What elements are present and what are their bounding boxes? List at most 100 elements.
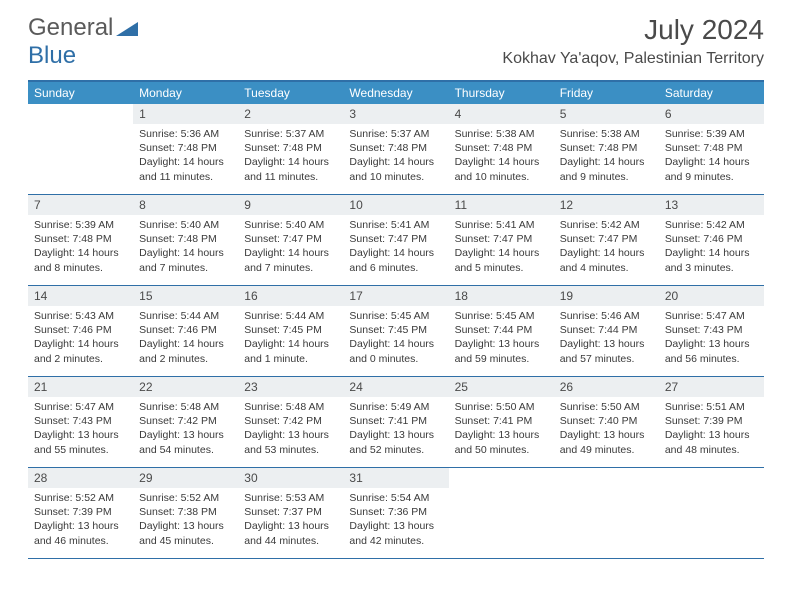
day-details: Sunrise: 5:40 AMSunset: 7:47 PMDaylight:… xyxy=(238,215,343,281)
day-cell: 24Sunrise: 5:49 AMSunset: 7:41 PMDayligh… xyxy=(343,377,448,467)
day-number: 15 xyxy=(133,286,238,306)
day-number: 6 xyxy=(659,104,764,124)
day-cell: 25Sunrise: 5:50 AMSunset: 7:41 PMDayligh… xyxy=(449,377,554,467)
day-cell: 15Sunrise: 5:44 AMSunset: 7:46 PMDayligh… xyxy=(133,286,238,376)
logo-text-2: Blue xyxy=(28,42,76,70)
week-row: 1Sunrise: 5:36 AMSunset: 7:48 PMDaylight… xyxy=(28,104,764,195)
day-cell: 17Sunrise: 5:45 AMSunset: 7:45 PMDayligh… xyxy=(343,286,448,376)
day-number: 4 xyxy=(449,104,554,124)
day-number: 3 xyxy=(343,104,448,124)
day-details: Sunrise: 5:45 AMSunset: 7:44 PMDaylight:… xyxy=(449,306,554,372)
day-details: Sunrise: 5:38 AMSunset: 7:48 PMDaylight:… xyxy=(554,124,659,190)
day-details: Sunrise: 5:50 AMSunset: 7:40 PMDaylight:… xyxy=(554,397,659,463)
day-number: 9 xyxy=(238,195,343,215)
day-number: 2 xyxy=(238,104,343,124)
header: General July 2024 Kokhav Ya'aqov, Palest… xyxy=(0,0,792,76)
weekday-header: Saturday xyxy=(659,82,764,104)
day-cell: 1Sunrise: 5:36 AMSunset: 7:48 PMDaylight… xyxy=(133,104,238,194)
day-number: 31 xyxy=(343,468,448,488)
day-details: Sunrise: 5:36 AMSunset: 7:48 PMDaylight:… xyxy=(133,124,238,190)
day-details: Sunrise: 5:39 AMSunset: 7:48 PMDaylight:… xyxy=(659,124,764,190)
day-cell: 18Sunrise: 5:45 AMSunset: 7:44 PMDayligh… xyxy=(449,286,554,376)
day-cell xyxy=(28,104,133,194)
day-details: Sunrise: 5:40 AMSunset: 7:48 PMDaylight:… xyxy=(133,215,238,281)
day-cell: 30Sunrise: 5:53 AMSunset: 7:37 PMDayligh… xyxy=(238,468,343,558)
location-label: Kokhav Ya'aqov, Palestinian Territory xyxy=(502,50,764,68)
month-title: July 2024 xyxy=(502,14,764,46)
day-cell: 4Sunrise: 5:38 AMSunset: 7:48 PMDaylight… xyxy=(449,104,554,194)
day-number: 24 xyxy=(343,377,448,397)
day-details: Sunrise: 5:51 AMSunset: 7:39 PMDaylight:… xyxy=(659,397,764,463)
day-details: Sunrise: 5:48 AMSunset: 7:42 PMDaylight:… xyxy=(238,397,343,463)
day-cell: 12Sunrise: 5:42 AMSunset: 7:47 PMDayligh… xyxy=(554,195,659,285)
day-details: Sunrise: 5:48 AMSunset: 7:42 PMDaylight:… xyxy=(133,397,238,463)
day-details: Sunrise: 5:53 AMSunset: 7:37 PMDaylight:… xyxy=(238,488,343,554)
day-cell xyxy=(659,468,764,558)
day-details: Sunrise: 5:47 AMSunset: 7:43 PMDaylight:… xyxy=(659,306,764,372)
logo: General xyxy=(28,14,138,42)
day-details: Sunrise: 5:50 AMSunset: 7:41 PMDaylight:… xyxy=(449,397,554,463)
day-details: Sunrise: 5:42 AMSunset: 7:46 PMDaylight:… xyxy=(659,215,764,281)
day-details: Sunrise: 5:44 AMSunset: 7:46 PMDaylight:… xyxy=(133,306,238,372)
day-cell: 26Sunrise: 5:50 AMSunset: 7:40 PMDayligh… xyxy=(554,377,659,467)
day-number: 1 xyxy=(133,104,238,124)
weekday-header-row: SundayMondayTuesdayWednesdayThursdayFrid… xyxy=(28,82,764,104)
day-cell: 5Sunrise: 5:38 AMSunset: 7:48 PMDaylight… xyxy=(554,104,659,194)
day-number: 5 xyxy=(554,104,659,124)
day-number: 16 xyxy=(238,286,343,306)
day-details: Sunrise: 5:47 AMSunset: 7:43 PMDaylight:… xyxy=(28,397,133,463)
day-number: 8 xyxy=(133,195,238,215)
day-number: 27 xyxy=(659,377,764,397)
day-cell: 16Sunrise: 5:44 AMSunset: 7:45 PMDayligh… xyxy=(238,286,343,376)
weekday-header: Wednesday xyxy=(343,82,448,104)
weekday-header: Friday xyxy=(554,82,659,104)
day-cell: 11Sunrise: 5:41 AMSunset: 7:47 PMDayligh… xyxy=(449,195,554,285)
day-cell: 21Sunrise: 5:47 AMSunset: 7:43 PMDayligh… xyxy=(28,377,133,467)
day-number: 22 xyxy=(133,377,238,397)
day-details: Sunrise: 5:45 AMSunset: 7:45 PMDaylight:… xyxy=(343,306,448,372)
day-number: 11 xyxy=(449,195,554,215)
logo-text-1: General xyxy=(28,14,113,42)
day-number: 26 xyxy=(554,377,659,397)
day-details: Sunrise: 5:54 AMSunset: 7:36 PMDaylight:… xyxy=(343,488,448,554)
day-cell: 8Sunrise: 5:40 AMSunset: 7:48 PMDaylight… xyxy=(133,195,238,285)
day-number: 7 xyxy=(28,195,133,215)
day-number: 17 xyxy=(343,286,448,306)
day-number: 10 xyxy=(343,195,448,215)
day-number: 25 xyxy=(449,377,554,397)
day-cell: 27Sunrise: 5:51 AMSunset: 7:39 PMDayligh… xyxy=(659,377,764,467)
day-cell: 28Sunrise: 5:52 AMSunset: 7:39 PMDayligh… xyxy=(28,468,133,558)
day-number: 13 xyxy=(659,195,764,215)
week-row: 28Sunrise: 5:52 AMSunset: 7:39 PMDayligh… xyxy=(28,468,764,559)
day-details: Sunrise: 5:44 AMSunset: 7:45 PMDaylight:… xyxy=(238,306,343,372)
logo-triangle-icon xyxy=(116,20,138,36)
day-cell: 14Sunrise: 5:43 AMSunset: 7:46 PMDayligh… xyxy=(28,286,133,376)
day-cell: 7Sunrise: 5:39 AMSunset: 7:48 PMDaylight… xyxy=(28,195,133,285)
day-cell: 2Sunrise: 5:37 AMSunset: 7:48 PMDaylight… xyxy=(238,104,343,194)
day-details: Sunrise: 5:43 AMSunset: 7:46 PMDaylight:… xyxy=(28,306,133,372)
day-cell: 23Sunrise: 5:48 AMSunset: 7:42 PMDayligh… xyxy=(238,377,343,467)
day-number: 29 xyxy=(133,468,238,488)
day-cell: 19Sunrise: 5:46 AMSunset: 7:44 PMDayligh… xyxy=(554,286,659,376)
weekday-header: Tuesday xyxy=(238,82,343,104)
week-row: 7Sunrise: 5:39 AMSunset: 7:48 PMDaylight… xyxy=(28,195,764,286)
day-number: 20 xyxy=(659,286,764,306)
day-cell: 10Sunrise: 5:41 AMSunset: 7:47 PMDayligh… xyxy=(343,195,448,285)
day-cell: 31Sunrise: 5:54 AMSunset: 7:36 PMDayligh… xyxy=(343,468,448,558)
weekday-header: Thursday xyxy=(449,82,554,104)
day-number: 18 xyxy=(449,286,554,306)
day-number: 23 xyxy=(238,377,343,397)
day-details: Sunrise: 5:39 AMSunset: 7:48 PMDaylight:… xyxy=(28,215,133,281)
day-details: Sunrise: 5:49 AMSunset: 7:41 PMDaylight:… xyxy=(343,397,448,463)
week-row: 21Sunrise: 5:47 AMSunset: 7:43 PMDayligh… xyxy=(28,377,764,468)
day-cell: 20Sunrise: 5:47 AMSunset: 7:43 PMDayligh… xyxy=(659,286,764,376)
day-number: 30 xyxy=(238,468,343,488)
day-number: 21 xyxy=(28,377,133,397)
day-details: Sunrise: 5:52 AMSunset: 7:38 PMDaylight:… xyxy=(133,488,238,554)
weekday-header: Monday xyxy=(133,82,238,104)
day-number: 14 xyxy=(28,286,133,306)
day-number: 28 xyxy=(28,468,133,488)
day-cell: 9Sunrise: 5:40 AMSunset: 7:47 PMDaylight… xyxy=(238,195,343,285)
day-details: Sunrise: 5:42 AMSunset: 7:47 PMDaylight:… xyxy=(554,215,659,281)
weekday-header: Sunday xyxy=(28,82,133,104)
